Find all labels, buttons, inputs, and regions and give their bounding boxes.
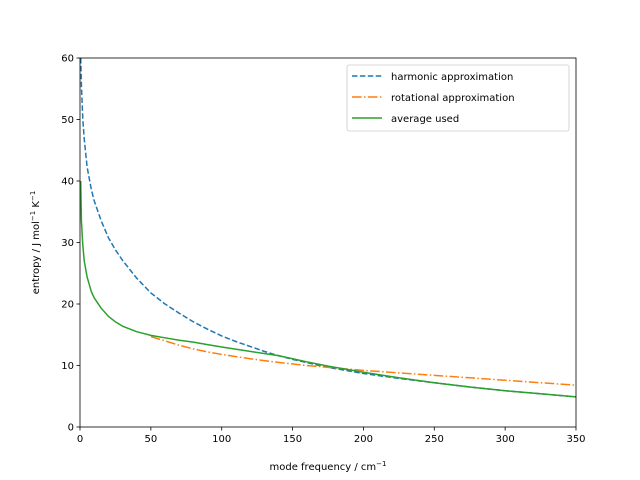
x-tick-label: 50 [144, 434, 157, 445]
series-layer [79, 57, 577, 398]
y-tick-label: 20 [61, 300, 74, 311]
y-axis-title-sup: −1 [29, 211, 37, 221]
legend-box [346, 64, 570, 132]
y-axis: 0 10 20 30 40 50 60 [61, 54, 80, 434]
y-tick-label: 50 [61, 115, 74, 126]
y-axis-title-part: entropy / J mol [31, 221, 42, 294]
y-tick-label: 40 [61, 177, 74, 188]
x-tick-label: 350 [566, 434, 585, 445]
x-axis-title-main: mode frequency / cm [270, 462, 377, 473]
x-axis-title-sup: −1 [376, 460, 386, 468]
legend-items: harmonic approximation rotational approxi… [352, 72, 515, 125]
y-axis-title: entropy / J mol−1 K−1 [29, 191, 42, 295]
y-tick-label: 30 [61, 238, 74, 249]
series-line-1 [79, 57, 577, 398]
x-tick-label: 200 [354, 434, 373, 445]
legend: harmonic approximation rotational approxi… [346, 64, 570, 132]
legend-label-2: rotational approximation [391, 93, 515, 104]
legend-label-1: harmonic approximation [391, 72, 513, 83]
series-line-2 [150, 335, 577, 386]
y-axis-title-sup: −1 [29, 191, 37, 201]
series-line-3 [79, 180, 577, 398]
x-tick-label: 150 [283, 434, 302, 445]
y-axis-title-part: K [31, 201, 42, 211]
y-tick-label: 10 [61, 361, 74, 372]
y-tick-label: 60 [61, 54, 74, 65]
x-axis-title: mode frequency / cm−1 [270, 460, 387, 473]
x-tick-label: 100 [212, 434, 231, 445]
x-axis: 0 50 100 150 200 250 300 350 [77, 427, 586, 445]
x-tick-label: 0 [77, 434, 83, 445]
y-tick-label: 0 [68, 423, 74, 434]
legend-label-3: average used [391, 114, 459, 125]
x-tick-label: 300 [496, 434, 515, 445]
x-tick-label: 250 [425, 434, 444, 445]
